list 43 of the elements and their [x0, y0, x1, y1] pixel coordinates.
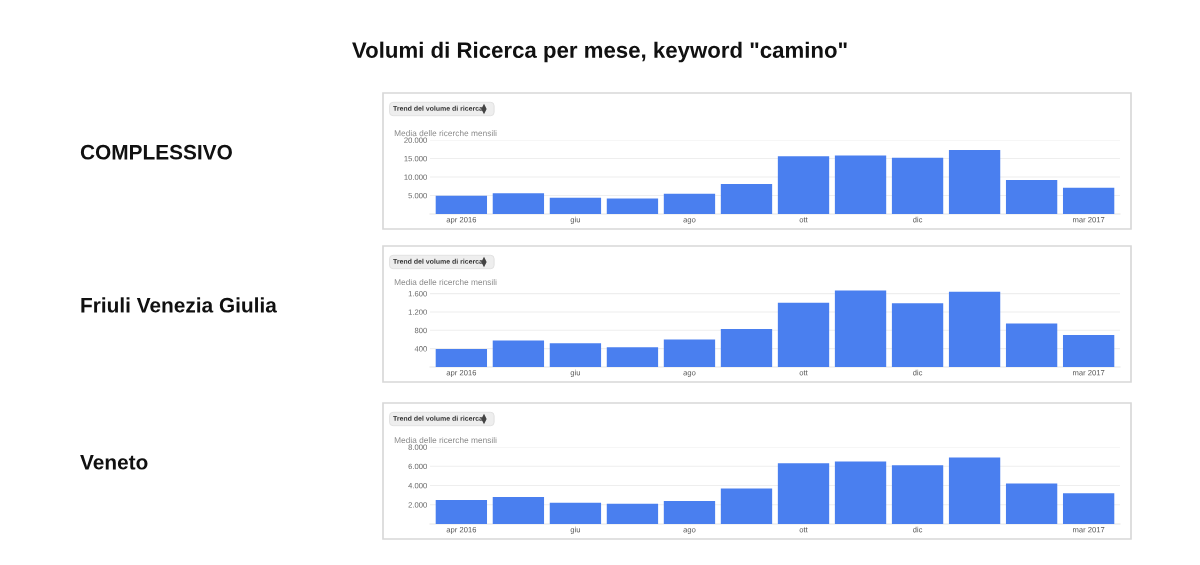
bar: [435, 499, 488, 524]
bar: [549, 343, 602, 367]
bar: [492, 340, 545, 367]
bar: [834, 461, 887, 524]
bar: [663, 339, 716, 367]
y-axis-title: Veneto: [80, 455, 148, 470]
bar: [492, 497, 545, 524]
chart-title: Volumi di Ricerca per mese, keyword "camino": [352, 41, 847, 63]
bar: [1005, 323, 1058, 367]
bar: [891, 465, 944, 524]
bar: [777, 302, 830, 367]
bar: [492, 193, 545, 214]
bar: [663, 500, 716, 524]
bar: [435, 349, 488, 367]
bar: [720, 488, 773, 524]
bar: [549, 502, 602, 524]
bar: [777, 156, 830, 214]
bar: [1062, 187, 1115, 214]
bar: [948, 291, 1001, 367]
bar: [1062, 334, 1115, 367]
bar: [891, 303, 944, 367]
bar: [663, 193, 716, 214]
bar: [834, 155, 887, 214]
bar: [606, 347, 659, 367]
text: Media delle ricerche mensili: [394, 278, 497, 286]
bar: [1005, 179, 1058, 214]
bar: [834, 290, 887, 367]
bar: [720, 328, 773, 367]
bar: [1062, 493, 1115, 524]
bar: [891, 157, 944, 214]
bar: [1005, 483, 1058, 524]
bar: [948, 457, 1001, 524]
bar: [948, 149, 1001, 214]
y-axis-title: COMPLESSIVO: [80, 144, 232, 160]
bar: [606, 503, 659, 524]
text: Media delle ricerche mensili: [394, 436, 497, 444]
bar: [549, 197, 602, 214]
text: Media delle ricerche mensili: [394, 130, 497, 137]
bar: [606, 198, 659, 214]
y-axis-title: Friuli Venezia Giulia: [81, 297, 277, 313]
bar: [435, 195, 488, 214]
bar: [720, 184, 773, 214]
bar: [777, 463, 830, 524]
